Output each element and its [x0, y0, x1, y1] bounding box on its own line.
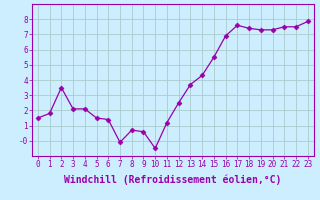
X-axis label: Windchill (Refroidissement éolien,°C): Windchill (Refroidissement éolien,°C) — [64, 175, 282, 185]
